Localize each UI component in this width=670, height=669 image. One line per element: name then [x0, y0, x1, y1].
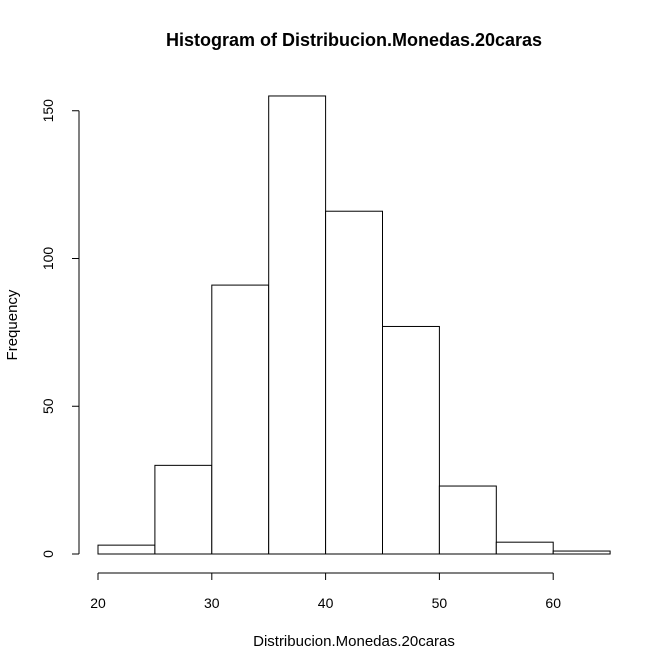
bars-group	[97, 95, 611, 555]
x-tick-label: 50	[432, 595, 448, 611]
x-axis: 20 30 40 50 60	[90, 572, 561, 611]
y-tick-label: 150	[40, 99, 56, 123]
chart-title: Histogram of Distribucion.Monedas.20cara…	[166, 30, 542, 50]
x-tick-label: 30	[204, 595, 220, 611]
x-tick-label: 20	[90, 595, 106, 611]
histogram-bar	[268, 95, 327, 555]
x-tick-label: 60	[545, 595, 561, 611]
y-tick-label: 50	[40, 398, 56, 414]
y-axis: 0 50 100 150	[40, 99, 80, 558]
histogram-bar	[438, 485, 497, 555]
y-tick-label: 0	[40, 550, 56, 558]
histogram-bar	[325, 210, 384, 555]
histogram-bar	[211, 284, 270, 555]
histogram-bar	[552, 550, 611, 555]
histogram-bar	[495, 541, 554, 555]
x-tick-label: 40	[318, 595, 334, 611]
histogram-bar	[154, 464, 213, 555]
x-axis-label: Distribucion.Monedas.20caras	[253, 633, 455, 650]
histogram-bar	[382, 325, 440, 555]
y-axis-label: Frequency	[4, 289, 21, 360]
histogram-bar	[97, 544, 156, 555]
y-tick-label: 100	[40, 247, 56, 271]
